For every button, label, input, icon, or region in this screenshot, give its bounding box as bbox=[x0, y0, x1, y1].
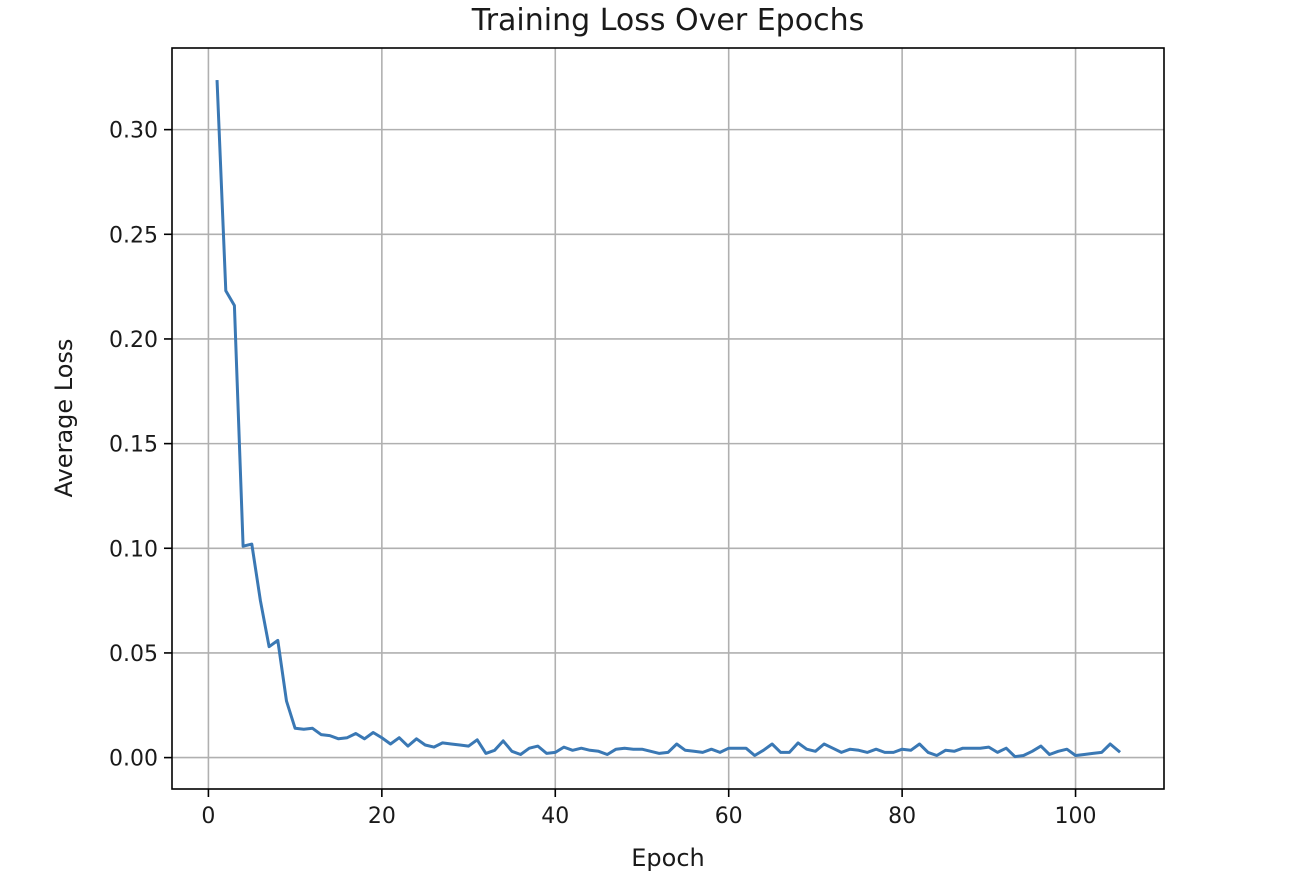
x-tick-label: 60 bbox=[715, 804, 743, 829]
y-tick-label: 0.20 bbox=[109, 328, 158, 353]
y-tick-label: 0.00 bbox=[109, 747, 158, 772]
series-line-0 bbox=[215, 79, 1122, 759]
x-tick-label: 40 bbox=[541, 804, 569, 829]
y-axis-title: Average Loss bbox=[50, 339, 78, 498]
x-tick-label: 20 bbox=[368, 804, 396, 829]
y-tick-label: 0.05 bbox=[109, 642, 158, 667]
tick-layer: 0 20 40 60 80 100 0.00 0.05 0.10 0.15 0.20 0.25 0.30 bbox=[109, 119, 1097, 829]
y-tick-label: 0.25 bbox=[109, 223, 158, 248]
x-tick-label: 0 bbox=[201, 804, 215, 829]
plot-frame bbox=[171, 47, 1165, 790]
x-axis-title: Epoch bbox=[631, 844, 705, 872]
y-tick-label: 0.30 bbox=[109, 119, 158, 144]
grid-layer bbox=[172, 48, 1164, 789]
x-tick-label: 100 bbox=[1055, 804, 1097, 829]
y-tick-label: 0.15 bbox=[109, 433, 158, 458]
chart-title: Training Loss Over Epochs bbox=[471, 3, 864, 38]
x-tick-label: 80 bbox=[888, 804, 916, 829]
y-tick-label: 0.10 bbox=[109, 537, 158, 562]
series-layer bbox=[215, 79, 1122, 759]
